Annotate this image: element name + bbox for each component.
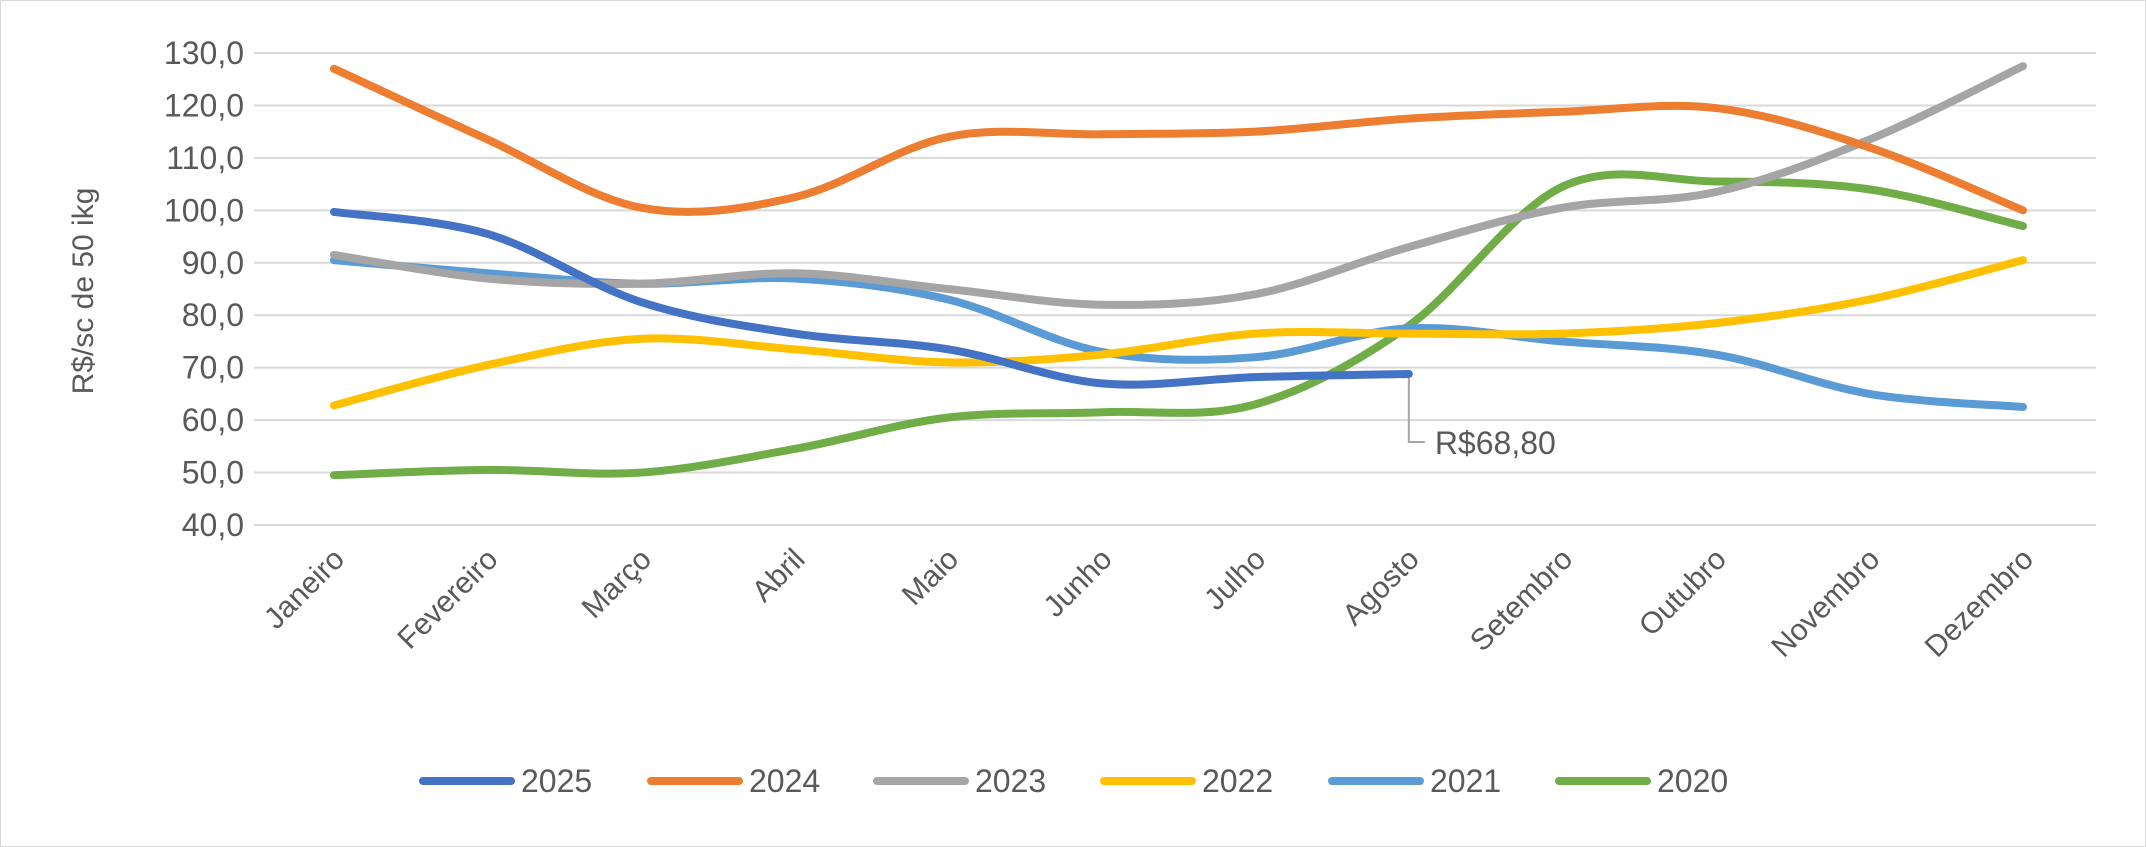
y-tick-label: 40,0: [182, 507, 244, 543]
data-annotations: R$68,80: [1407, 377, 1556, 461]
legend-label: 2024: [749, 763, 820, 799]
gridlines: [254, 52, 2096, 526]
legend-label: 2022: [1202, 763, 1273, 799]
y-tick-label: 90,0: [182, 245, 244, 281]
legend: 2025 2024 2023 2022 2021 2020: [419, 763, 1728, 799]
x-tick-label: Abril: [746, 543, 812, 609]
x-tick-label: Janeiro: [258, 543, 351, 636]
x-tick-label: Maio: [896, 543, 965, 612]
x-tick-label: Junho: [1038, 543, 1119, 624]
y-tick-label: 80,0: [182, 297, 244, 333]
annotation-label: R$68,80: [1435, 425, 1556, 461]
series-line-2024: [330, 64, 2027, 216]
series-line-2022: [330, 256, 2027, 410]
y-tick-label: 120,0: [164, 87, 244, 123]
x-tick-label: Março: [576, 543, 658, 625]
y-tick-label: 60,0: [182, 402, 244, 438]
x-tick-label: Agosto: [1336, 543, 1425, 632]
y-axis-title: R$/sc de 50 ikg: [67, 188, 100, 395]
y-tick-label: 100,0: [164, 192, 244, 228]
y-tick-label: 50,0: [182, 455, 244, 491]
x-tick-label: Julho: [1198, 543, 1272, 617]
x-tick-label: Setembro: [1464, 543, 1579, 658]
legend-label: 2021: [1430, 763, 1501, 799]
y-tick-label: 110,0: [166, 140, 244, 176]
series-line-2020: [330, 170, 2027, 480]
x-tick-label: Dezembro: [1919, 543, 2040, 664]
x-tick-label: Outubro: [1633, 543, 1733, 643]
x-tick-label: Novembro: [1765, 543, 1886, 664]
legend-label: 2020: [1657, 763, 1728, 799]
series-line-2025: [330, 207, 1413, 389]
legend-label: 2025: [521, 763, 592, 799]
series-line-2023: [330, 62, 2027, 309]
annotation-leader-line: [1407, 377, 1425, 443]
series-lines: [330, 62, 2027, 480]
y-tick-label: 130,0: [164, 35, 244, 71]
y-tick-label: 70,0: [182, 350, 244, 386]
legend-label: 2023: [975, 763, 1046, 799]
x-tick-label: Fevereiro: [392, 543, 505, 656]
y-axis-ticks: 40,0 50,0 60,0 70,0 80,0 90,0 100,0 110,0 120,0 1…: [164, 35, 244, 543]
x-axis-ticks: Janeiro Fevereiro Março Abril Maio Junho Julho…: [258, 543, 2040, 664]
